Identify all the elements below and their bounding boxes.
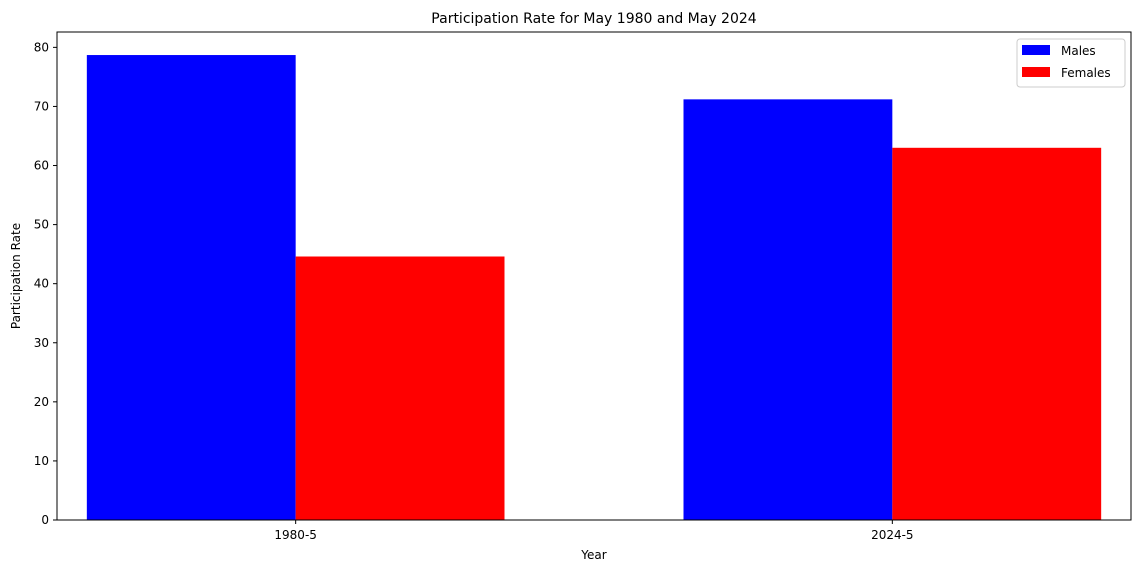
y-axis-label: Participation Rate	[9, 223, 23, 329]
y-tick-label: 10	[34, 454, 49, 468]
plot-frame	[56, 31, 1132, 521]
bar-males-2024-5	[683, 99, 893, 521]
legend: Males Females	[1016, 38, 1126, 88]
legend-label-males: Males	[1061, 44, 1096, 58]
y-tick-label: 50	[34, 218, 49, 232]
bar-males-1980-5	[86, 55, 296, 520]
x-axis: 1980-5 2024-5	[274, 520, 914, 542]
x-tick-label: 2024-5	[871, 528, 914, 542]
x-axis-label: Year	[580, 548, 606, 562]
y-tick-label: 60	[34, 159, 49, 173]
y-tick-label: 30	[34, 336, 49, 350]
y-tick-label: 0	[41, 513, 49, 527]
legend-label-females: Females	[1061, 66, 1111, 80]
bar-females-1980-5	[295, 256, 505, 520]
y-tick-label: 40	[34, 277, 49, 291]
y-tick-label: 20	[34, 395, 49, 409]
bar-females-2024-5	[892, 147, 1102, 520]
legend-swatch-males	[1022, 45, 1050, 55]
y-tick-label: 80	[34, 40, 49, 54]
chart-title: Participation Rate for May 1980 and May …	[431, 11, 756, 27]
legend-swatch-females	[1022, 67, 1050, 77]
bars-layer	[86, 55, 1102, 521]
y-tick-label: 70	[34, 99, 49, 113]
x-tick-label: 1980-5	[274, 528, 317, 542]
y-axis: 0 10 20 30 40 50 60 70 80	[34, 40, 57, 527]
